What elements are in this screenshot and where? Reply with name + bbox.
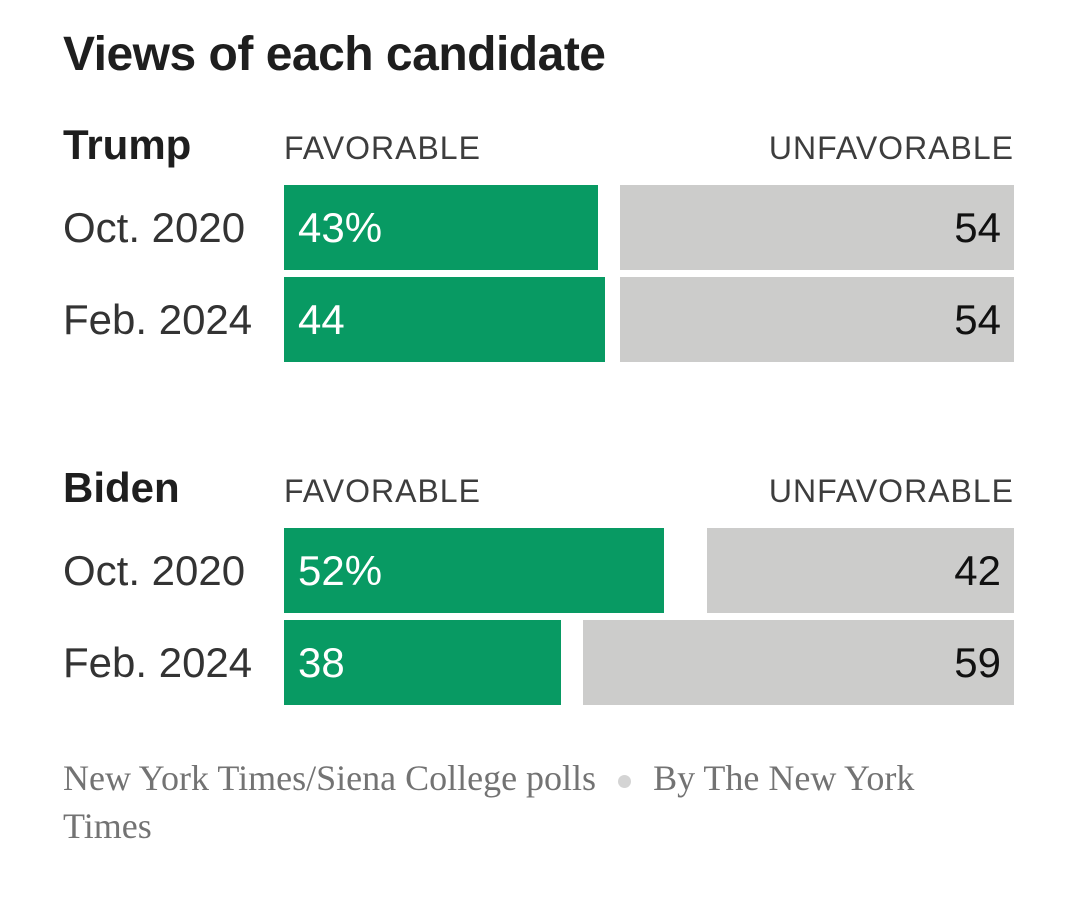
favorable-header: FAVORABLE	[284, 130, 481, 166]
bar-track: 44 54	[284, 277, 1014, 362]
unfavorable-header: UNFAVORABLE	[768, 130, 1014, 166]
favorable-bar: 38	[284, 620, 562, 705]
bar-track: 52% 42	[284, 528, 1014, 613]
chart-footer: New York Times/Siena College polls By The…	[63, 754, 968, 850]
column-headers: FAVORABLE UNFAVORABLE	[284, 473, 1014, 510]
column-headers: FAVORABLE UNFAVORABLE	[284, 130, 1014, 167]
favorable-value: 43%	[298, 203, 383, 251]
section-biden: Biden FAVORABLE UNFAVORABLE Oct. 2020 52…	[63, 464, 1014, 705]
row-label: Oct. 2020	[63, 203, 246, 251]
favorable-bar: 43%	[284, 185, 598, 270]
bar-rows: Oct. 2020 52% 42 Feb. 2024 38 59	[63, 528, 1014, 705]
favorable-value: 44	[298, 295, 345, 343]
favorable-value: 52%	[298, 546, 383, 594]
bar-track: 38 59	[284, 620, 1014, 705]
favorable-value: 38	[298, 638, 345, 686]
unfavorable-value: 54	[954, 295, 1001, 343]
unfavorable-bar: 54	[619, 185, 1014, 270]
favorable-header: FAVORABLE	[284, 473, 481, 509]
section-header: Biden FAVORABLE UNFAVORABLE	[63, 464, 1014, 516]
candidate-name: Biden	[63, 464, 180, 511]
bar-row: Oct. 2020 43% 54	[63, 185, 1014, 270]
source-credit: New York Times/Siena College polls	[63, 758, 597, 798]
chart-title: Views of each candidate	[63, 28, 606, 81]
favorable-bar: 52%	[284, 528, 664, 613]
unfavorable-header: UNFAVORABLE	[768, 473, 1014, 509]
byline: By The New York Times	[63, 758, 915, 846]
unfavorable-bar: 42	[707, 528, 1014, 613]
row-label: Feb. 2024	[63, 295, 253, 343]
bar-row: Feb. 2024 38 59	[63, 620, 1014, 705]
section-trump: Trump FAVORABLE UNFAVORABLE Oct. 2020 43…	[63, 121, 1014, 362]
bar-row: Feb. 2024 44 54	[63, 277, 1014, 362]
bar-rows: Oct. 2020 43% 54 Feb. 2024 44 54	[63, 185, 1014, 362]
separator-dot-icon	[618, 775, 632, 788]
row-label: Oct. 2020	[63, 546, 246, 594]
bar-row: Oct. 2020 52% 42	[63, 528, 1014, 613]
unfavorable-bar: 59	[583, 620, 1014, 705]
unfavorable-value: 54	[954, 203, 1001, 251]
unfavorable-bar: 54	[619, 277, 1014, 362]
unfavorable-value: 59	[954, 638, 1001, 686]
candidate-name: Trump	[63, 121, 192, 168]
bar-track: 43% 54	[284, 185, 1014, 270]
chart-sections: Trump FAVORABLE UNFAVORABLE Oct. 2020 43…	[63, 121, 1014, 705]
unfavorable-value: 42	[954, 546, 1001, 594]
row-label: Feb. 2024	[63, 638, 253, 686]
favorable-bar: 44	[284, 277, 606, 362]
section-header: Trump FAVORABLE UNFAVORABLE	[63, 121, 1014, 173]
